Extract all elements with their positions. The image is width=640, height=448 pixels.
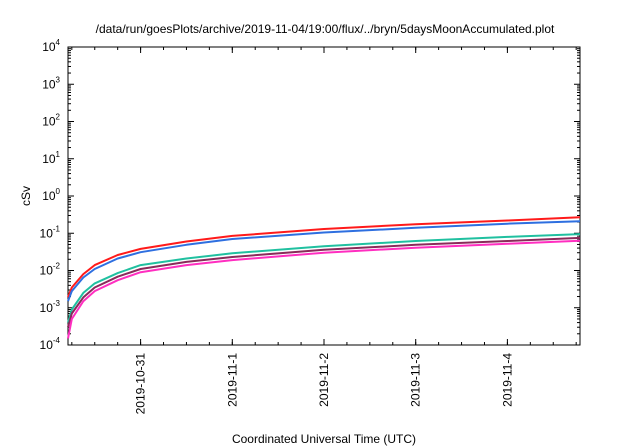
- x-tick-label: 2019-11-1: [225, 353, 239, 407]
- series-line-2: [67, 220, 581, 302]
- x-axis: 2019-10-31 2019-11-1 2019-11-2 2019-11-3 201…: [71, 47, 577, 415]
- chart-title: /data/run/goesPlots/archive/2019-11-04/1…: [96, 22, 555, 36]
- y-tick-label: 10-3: [40, 299, 61, 315]
- series-group: [67, 216, 581, 339]
- y-axis-label: cSv: [19, 186, 33, 206]
- y-tick-label: 10-1: [40, 224, 61, 240]
- series-line-3: [67, 233, 581, 323]
- y-tick-label: 104: [42, 38, 60, 54]
- y-tick-label: 102: [42, 113, 60, 129]
- series-line-4: [67, 236, 581, 328]
- y-tick-label: 10-4: [40, 336, 61, 352]
- x-axis-label: Coordinated Universal Time (UTC): [232, 432, 416, 446]
- x-tick-label: 2019-11-3: [409, 353, 423, 407]
- plot-area: [67, 46, 581, 346]
- series-line-5: [67, 239, 581, 339]
- y-tick-label: 10-2: [40, 262, 61, 278]
- y-tick-label: 103: [42, 75, 60, 91]
- y-tick-label: 101: [42, 150, 60, 166]
- y-tick-label: 100: [42, 187, 60, 203]
- y-axis: 10-4 10-3 10-2 10-1 100 101 102 103 104: [40, 38, 580, 352]
- x-tick-label: 2019-11-4: [500, 353, 514, 407]
- x-tick-label: 2019-11-2: [317, 353, 331, 407]
- x-tick-label: 2019-10-31: [134, 353, 148, 415]
- series-line-1: [67, 216, 581, 298]
